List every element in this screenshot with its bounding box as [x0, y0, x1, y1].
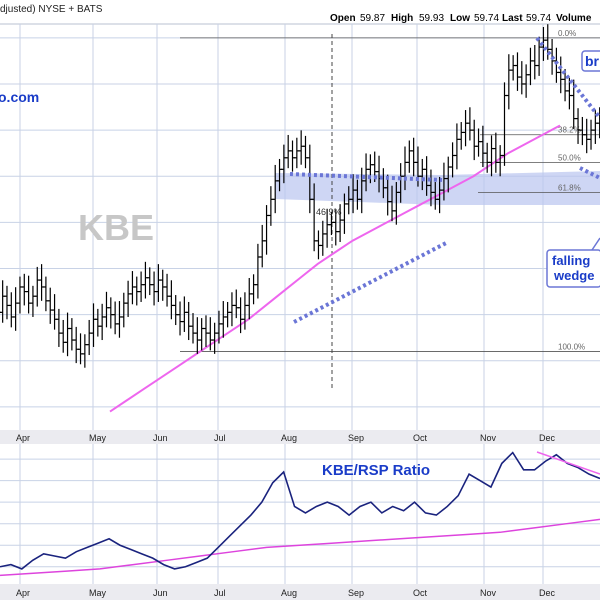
ohlc-bars [0, 24, 600, 368]
high-label: High [391, 13, 413, 24]
breakout-callout-text: br [585, 53, 600, 69]
price-panel: 0.0% 38.2% 50.0% 61.8% 100.0% KBE o.com 46.9… [0, 24, 600, 430]
ratio-grid [0, 444, 600, 584]
falling-callout-text: falling [552, 253, 590, 268]
pct-469-label: 46.9% [316, 207, 342, 217]
fib-label-2: 50.0% [558, 153, 581, 162]
x-tick-bottom-1: May [89, 588, 107, 598]
moving-average-line [109, 124, 561, 413]
fib-lines: 0.0% 38.2% 50.0% 61.8% 100.0% [180, 29, 600, 352]
breakout-callout-box [581, 50, 600, 72]
ratio-moving-average-group [0, 518, 600, 577]
open-value: 59.87 [360, 13, 385, 24]
x-axis-strip [0, 430, 600, 444]
x-tick-bottom-4: Aug [281, 588, 297, 598]
ratio-line-group [0, 451, 600, 570]
lower-trendline [293, 240, 449, 324]
x-tick-main-8: Dec [539, 433, 556, 443]
x-axis-labels-bottom: Apr May Jun Jul Aug Sep Oct Nov Dec [16, 588, 556, 598]
x-tick-bottom-2: Jun [153, 588, 168, 598]
ratio-line [0, 451, 600, 570]
high-value: 59.93 [419, 13, 444, 24]
fib-label-4: 100.0% [558, 343, 585, 352]
watermark-text: KBE [78, 207, 154, 248]
x-axis-strip-bottom [0, 584, 600, 600]
x-tick-bottom-3: Jul [214, 588, 226, 598]
fib-label-3: 61.8% [558, 183, 581, 192]
last-label: Last [502, 13, 523, 24]
open-label: Open [330, 13, 356, 24]
x-tick-main-2: Jun [153, 433, 168, 443]
header-strip [0, 0, 600, 24]
x-tick-main-1: May [89, 433, 107, 443]
low-value: 59.74 [474, 13, 499, 24]
x-tick-main-0: Apr [16, 433, 30, 443]
x-tick-main-6: Oct [413, 433, 428, 443]
ratio-downtrend-line [536, 451, 600, 475]
falling-wedge-bottom-line [579, 166, 600, 180]
x-tick-bottom-7: Nov [480, 588, 497, 598]
x-tick-bottom-5: Sep [348, 588, 364, 598]
fib-label-1: 38.2% [558, 126, 581, 135]
ratio-ma-line [0, 518, 600, 577]
x-tick-main-7: Nov [480, 433, 497, 443]
upper-trendline [289, 172, 443, 182]
falling-wedge-top-line [535, 36, 600, 120]
last-value: 59.74 [526, 13, 551, 24]
ratio-title: KBE/RSP Ratio [322, 462, 430, 479]
x-tick-main-4: Aug [281, 433, 297, 443]
volume-label: Volume [556, 13, 592, 24]
wedge-callout-text: wedge [553, 268, 594, 283]
x-axis-labels-main: Apr May Jun Jul Aug Sep Oct Nov Dec [16, 433, 556, 443]
x-tick-bottom-6: Oct [413, 588, 428, 598]
header-left-text: djusted) NYSE + BATS [0, 4, 103, 15]
fib-label-0: 0.0% [558, 29, 576, 38]
moving-average-group [109, 124, 561, 413]
x-tick-bottom-0: Apr [16, 588, 30, 598]
low-label: Low [450, 13, 470, 24]
falling-wedge-callout-box [546, 249, 600, 288]
ratio-panel: KBE/RSP Ratio [0, 444, 600, 584]
falling-wedge-pointer [591, 237, 600, 251]
x-tick-bottom-8: Dec [539, 588, 556, 598]
site-fragment-text: o.com [0, 89, 39, 105]
x-tick-main-5: Sep [348, 433, 364, 443]
channel-band [275, 171, 600, 205]
x-tick-main-3: Jul [214, 433, 226, 443]
